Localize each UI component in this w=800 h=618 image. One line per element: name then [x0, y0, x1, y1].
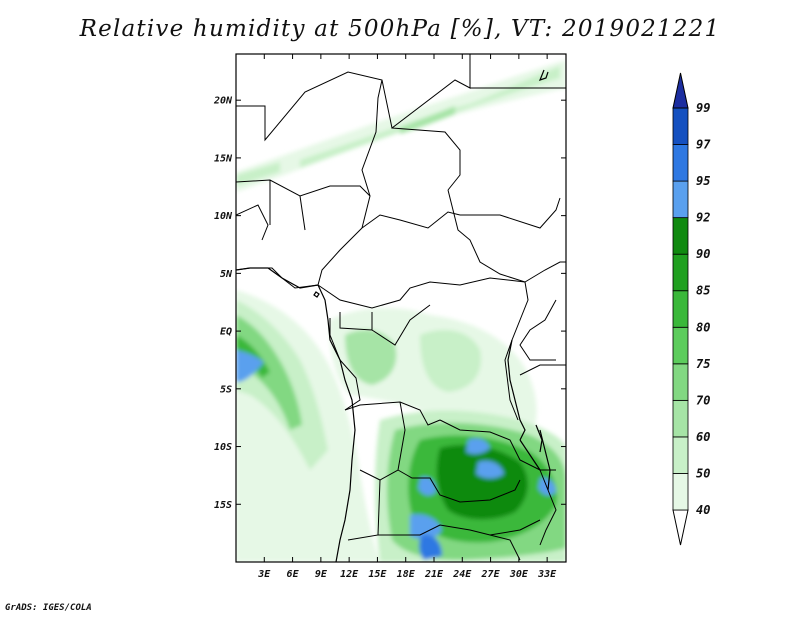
map-title: Relative humidity at 500hPa [%], VT: 201…	[79, 16, 721, 42]
colorbar-box	[672, 436, 689, 474]
humidity-band-north-tail	[236, 162, 280, 186]
humidity-south-sat-1	[466, 438, 490, 455]
lat-tick-label: 15N	[214, 153, 233, 164]
lon-tick-label: 15E	[368, 569, 387, 580]
lat-tick-label: 5S	[220, 384, 232, 395]
colorbar-label: 60	[696, 430, 710, 444]
lon-tick-label: 33E	[537, 569, 557, 580]
colorbar-lower-extend	[672, 509, 689, 546]
lat-tick-label: 10N	[214, 211, 233, 222]
lon-tick-label: 21E	[424, 569, 444, 580]
lon-tick-label: 6E	[287, 569, 300, 580]
colorbar-box	[672, 290, 689, 328]
lon-tick-label: 30E	[509, 569, 529, 580]
colorbar-label: 80	[696, 320, 710, 334]
lat-tick-label: EQ	[220, 327, 232, 338]
lon-tick-label: 3E	[257, 569, 271, 580]
lat-tick-label: 10S	[214, 442, 232, 453]
humidity-field	[236, 60, 566, 562]
colorbar-label: 40	[696, 503, 710, 517]
colorbar-box	[672, 363, 689, 401]
lon-tick-label: 27E	[481, 569, 501, 580]
colorbar-label: 97	[696, 138, 711, 152]
lon-tick-label: 12E	[340, 569, 359, 580]
colorbar-label: 50	[696, 466, 710, 480]
humidity-west-sat	[236, 350, 264, 382]
colorbar-box	[672, 399, 689, 438]
colorbar-label: 70	[696, 393, 710, 407]
latitude-axis: 20N 15N 10N 5N EQ 5S 10S 15S	[213, 96, 566, 511]
humidity-south-core	[436, 444, 528, 520]
colorbar-box	[672, 326, 689, 365]
colorbar-upper-extend	[672, 72, 689, 109]
colorbar-box	[672, 217, 689, 255]
longitude-axis: 3E 6E 9E 12E 15E 18E 21E 24E 27E 30E 33E	[257, 54, 557, 580]
lat-tick-label: 15S	[214, 500, 232, 511]
colorbar-label: 95	[696, 174, 710, 188]
colorbar-box	[672, 473, 689, 511]
humidity-central-mid	[345, 329, 397, 385]
colorbar-label: 99	[696, 101, 710, 115]
humidity-central-east	[420, 330, 481, 392]
map-frame	[235, 53, 567, 563]
colorbar-box	[672, 144, 689, 182]
humidity-south-sat-4	[410, 514, 442, 540]
humidity-south-sat-2	[476, 460, 504, 479]
country-boundaries	[236, 54, 566, 561]
colorbar-box	[672, 253, 689, 292]
lon-tick-label: 18E	[397, 569, 416, 580]
humidity-band-north-peak	[400, 106, 455, 134]
credit-footer: GrADS: IGES/COLA	[5, 603, 92, 613]
colorbar-label: 92	[696, 211, 710, 225]
colorbar-box	[672, 107, 689, 145]
colorbar-label: 75	[696, 357, 710, 371]
lon-tick-label: 24E	[452, 569, 472, 580]
humidity-south-sat-5	[419, 534, 442, 560]
colorbar: 40 50 60 70 75 80 85 90 92 95 97 99	[672, 72, 711, 546]
lat-tick-label: 5N	[220, 269, 233, 280]
colorbar-label: 90	[696, 247, 710, 261]
coastlines	[236, 69, 551, 562]
lat-tick-label: 20N	[213, 96, 233, 107]
lon-tick-label: 9E	[315, 569, 328, 580]
colorbar-label: 85	[696, 284, 710, 298]
colorbar-box	[672, 180, 689, 219]
